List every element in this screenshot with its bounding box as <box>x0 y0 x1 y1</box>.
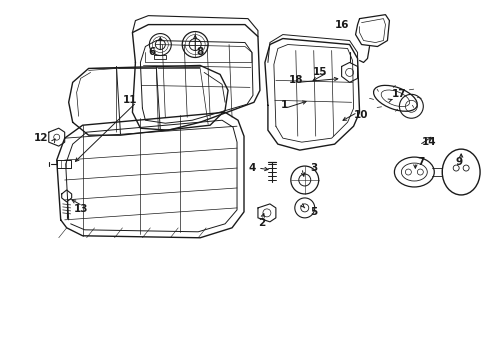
Text: 11: 11 <box>123 95 138 105</box>
Text: 16: 16 <box>334 19 348 30</box>
Text: 3: 3 <box>309 163 317 173</box>
Text: 5: 5 <box>309 207 317 217</box>
Text: 6: 6 <box>148 48 156 58</box>
Text: 12: 12 <box>34 133 48 143</box>
Text: 4: 4 <box>248 163 255 173</box>
Text: 8: 8 <box>196 48 203 58</box>
Text: 10: 10 <box>354 110 368 120</box>
Text: 1: 1 <box>281 100 288 110</box>
Text: 14: 14 <box>421 137 436 147</box>
Text: 7: 7 <box>417 157 424 167</box>
Text: 17: 17 <box>391 89 406 99</box>
Text: 15: 15 <box>312 67 326 77</box>
Text: 13: 13 <box>73 204 88 214</box>
Text: 9: 9 <box>455 157 462 167</box>
Text: 18: 18 <box>288 75 303 85</box>
Text: 2: 2 <box>258 218 265 228</box>
